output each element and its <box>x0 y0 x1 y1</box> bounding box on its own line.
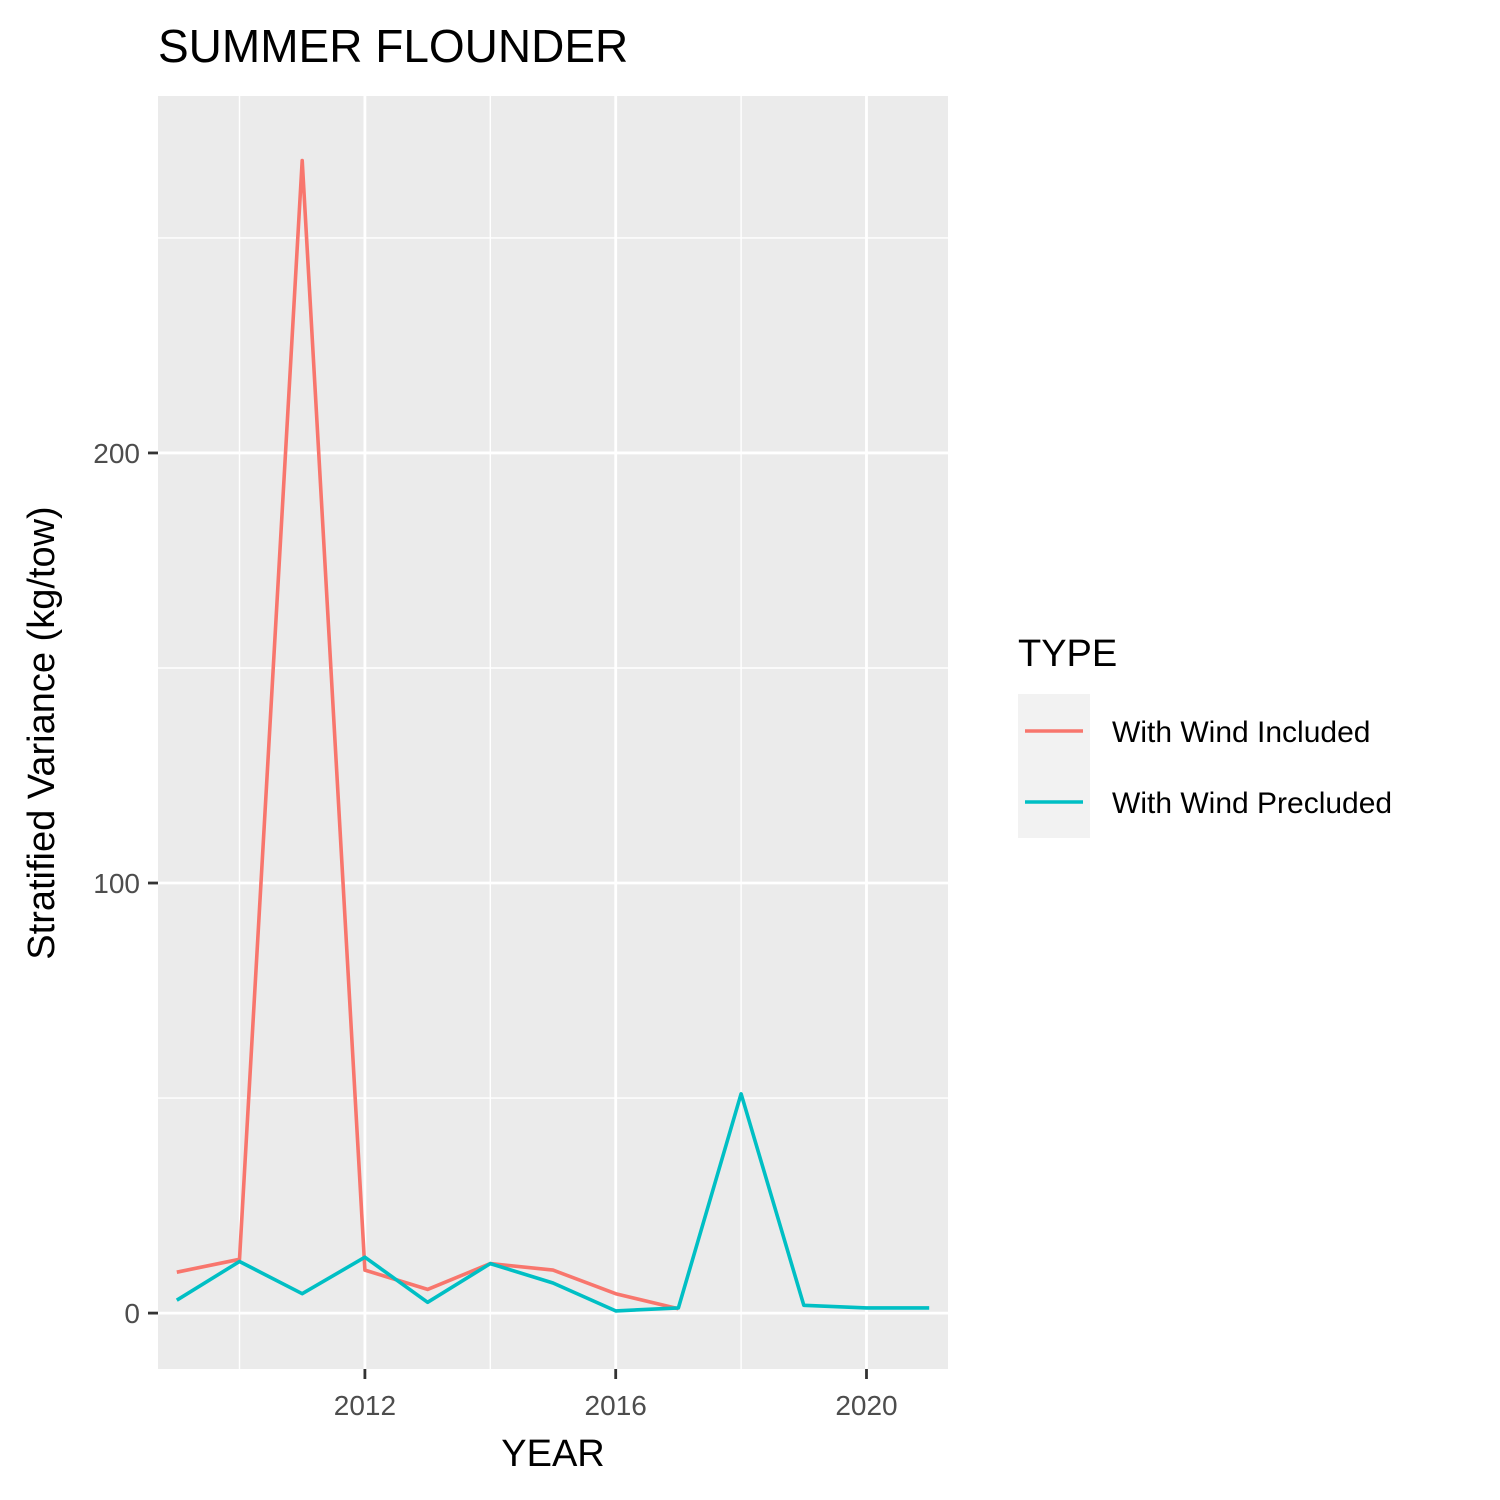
plot-panel <box>158 96 948 1369</box>
legend-label-with-wind-precluded: With Wind Precluded <box>1112 787 1392 820</box>
series-line-with-wind-precluded <box>175 1092 930 1313</box>
x-tick-label: 2020 <box>835 1390 897 1421</box>
minor-gridlines <box>158 96 948 1369</box>
legend-label-with-wind-included: With Wind Included <box>1112 716 1370 749</box>
x-tick-label: 2016 <box>585 1390 647 1421</box>
x-axis-title: YEAR <box>501 1433 604 1475</box>
major-gridlines <box>158 96 948 1369</box>
x-axis: 2012 2016 2020 <box>334 1369 898 1421</box>
y-tick-label: 200 <box>93 438 140 469</box>
legend-title: TYPE <box>1018 633 1117 675</box>
y-tick-label: 0 <box>124 1298 140 1329</box>
y-axis-title: Stratified Variance (kg/tow) <box>21 506 63 959</box>
x-tick-label: 2012 <box>334 1390 396 1421</box>
chart-title: SUMMER FLOUNDER <box>158 20 628 72</box>
series-line-with-wind-included <box>176 158 679 1311</box>
legend: TYPE With Wind Included With Wind Preclu… <box>1018 633 1392 838</box>
series-lines <box>175 158 930 1313</box>
legend-keys-background <box>1018 694 1090 838</box>
y-tick-label: 100 <box>93 868 140 899</box>
y-axis: 0 100 200 <box>93 438 158 1329</box>
